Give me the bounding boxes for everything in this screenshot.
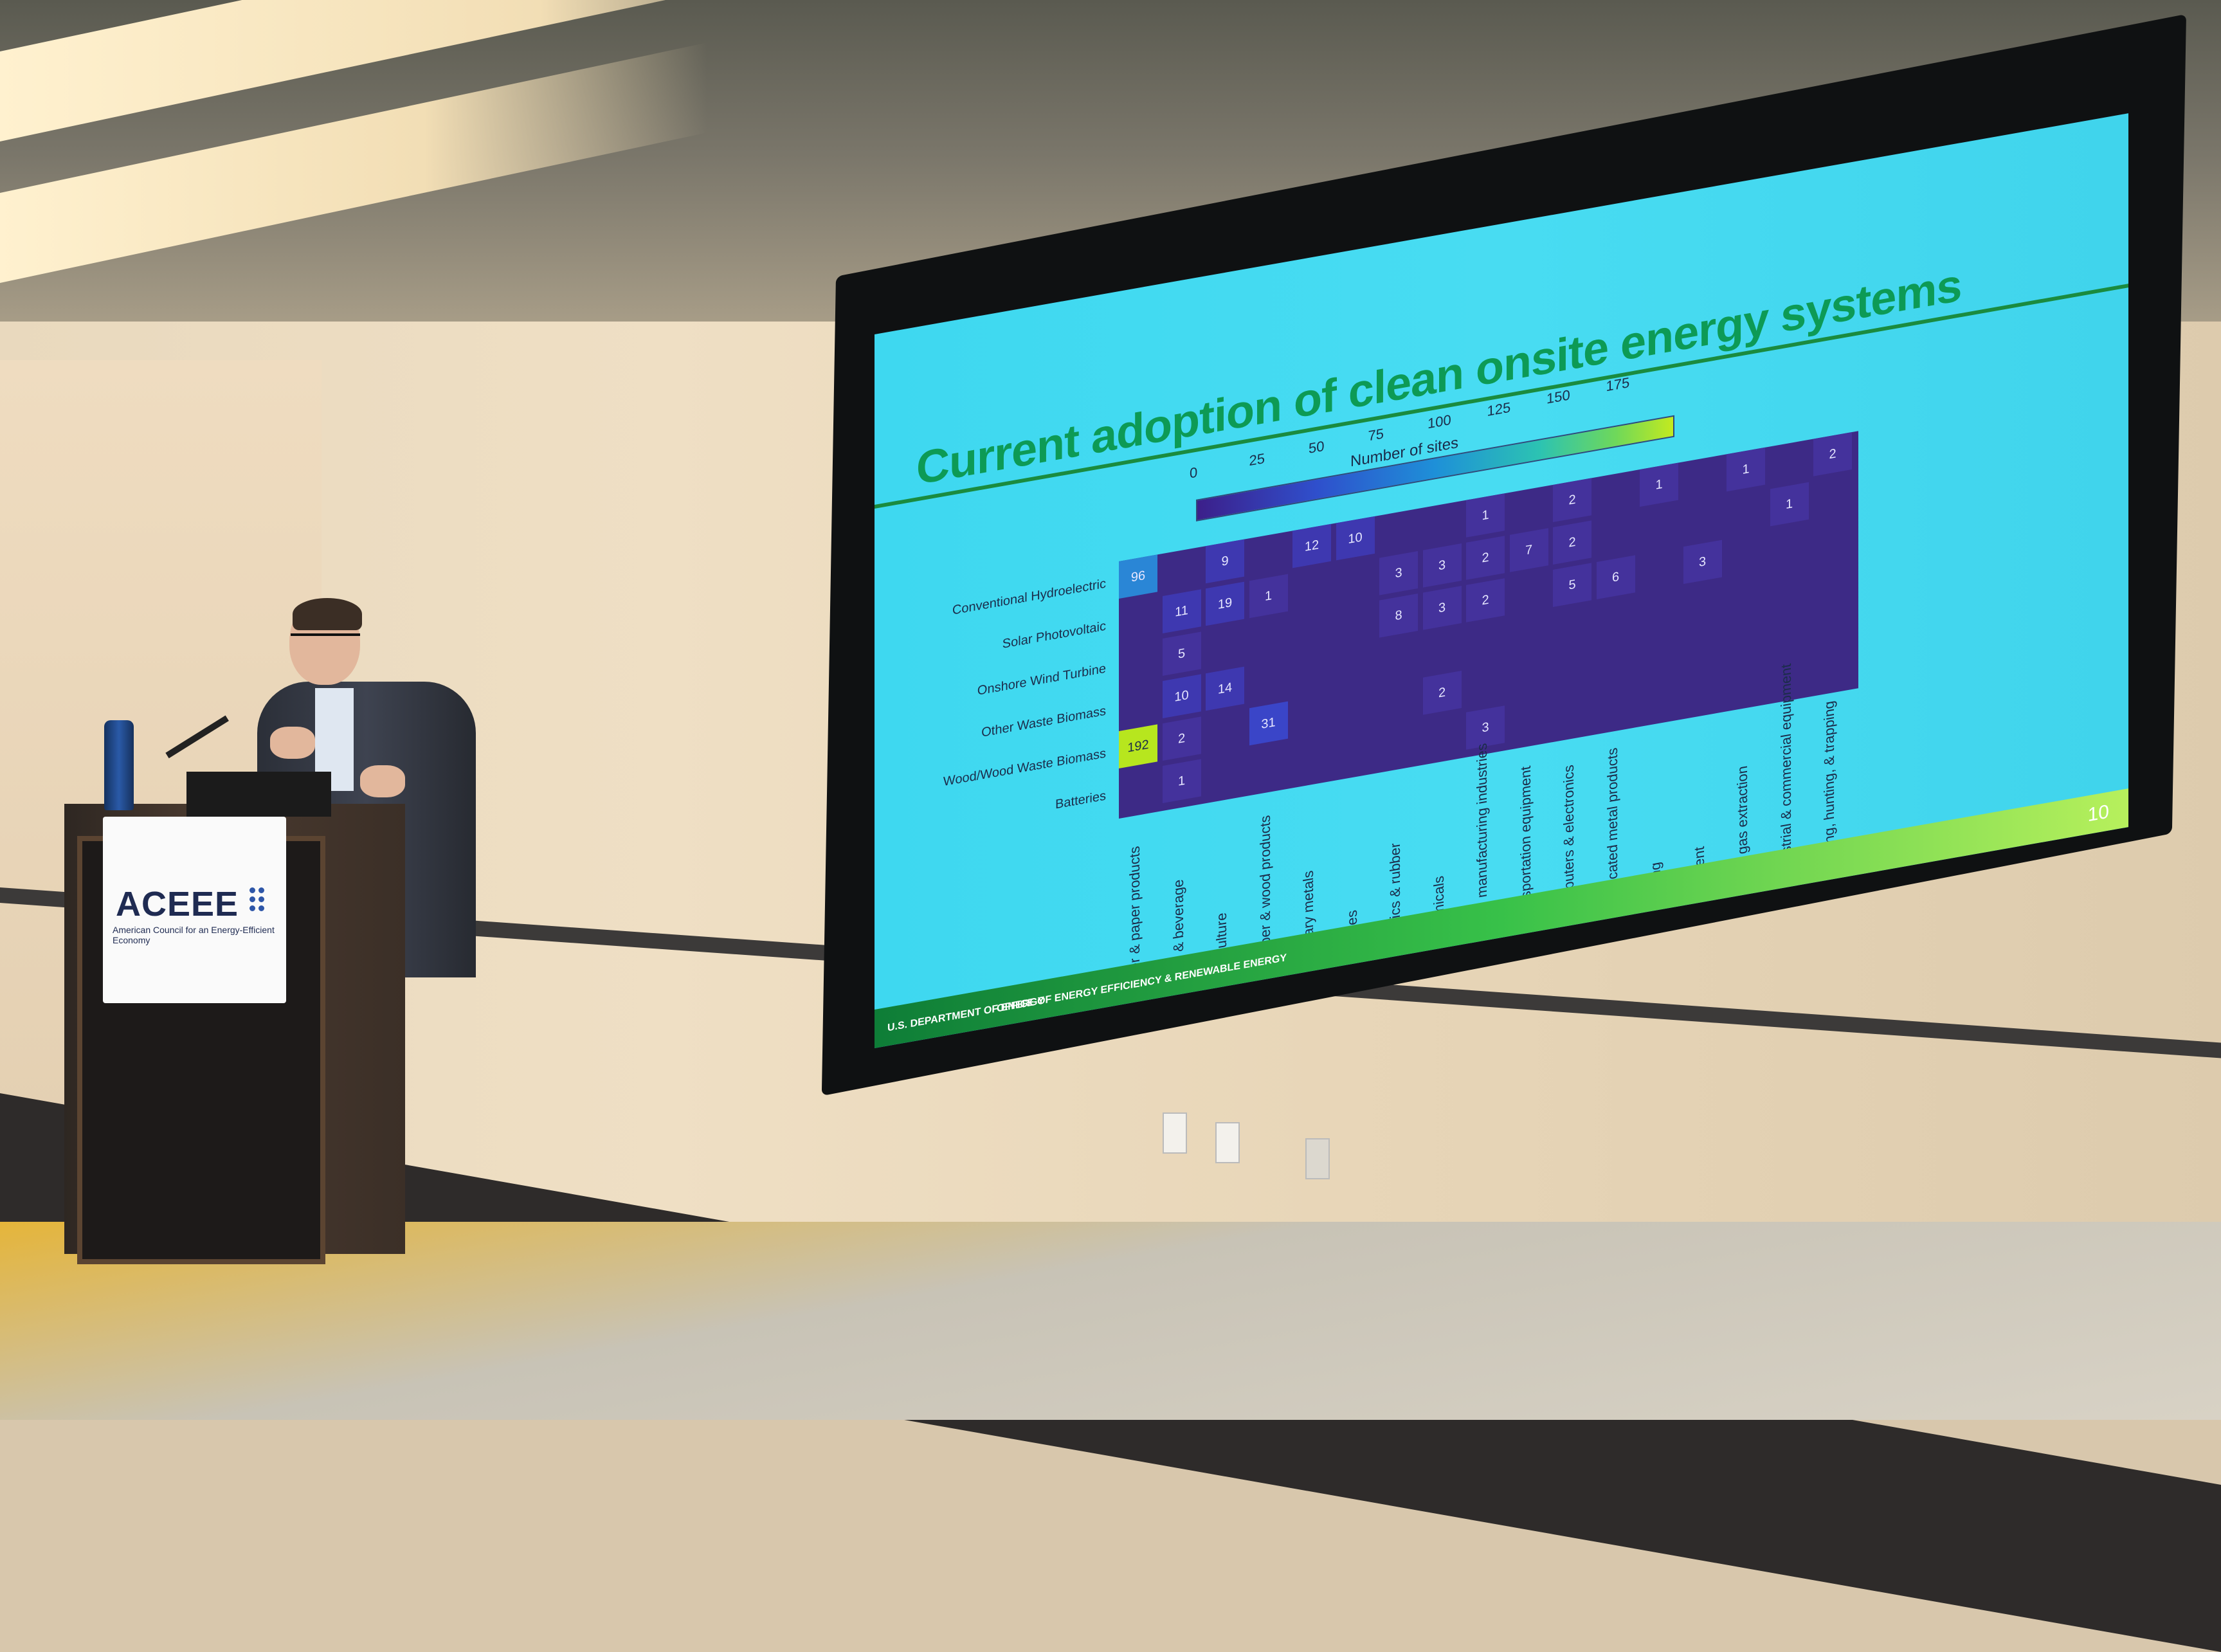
- heatmap-cell-value: 2: [1177, 731, 1186, 747]
- heatmap-cell-value: 1: [1177, 773, 1186, 789]
- heatmap-cell-value: 19: [1217, 595, 1233, 612]
- heatmap-row-label: Onshore Wind Turbine: [977, 661, 1106, 698]
- heatmap-cell-value: 1: [1482, 507, 1489, 523]
- aceee-logo-subtitle: American Council for an Energy-Efficient…: [113, 925, 275, 945]
- heatmap-cell-value: 1: [1742, 462, 1750, 478]
- wall-outlet: [1215, 1122, 1240, 1163]
- heatmap-cell-value: 12: [1304, 538, 1319, 555]
- heatmap-cell-value: 10: [1174, 687, 1189, 705]
- speaker-hair: [293, 598, 362, 630]
- heatmap-cell-value: 14: [1217, 680, 1233, 697]
- colorbar-tick: 75: [1368, 425, 1384, 444]
- speaker-hand: [270, 727, 315, 759]
- heatmap-row-label: Batteries: [1055, 788, 1106, 812]
- heatmap-cell-value: 2: [1482, 550, 1489, 566]
- colorbar-tick: 125: [1487, 399, 1511, 420]
- heatmap-cell-value: 2: [1829, 446, 1836, 462]
- heatmap-cell-value: 8: [1395, 608, 1402, 624]
- heatmap-cell-value: 3: [1395, 565, 1402, 581]
- heatmap-cell-value: 10: [1348, 530, 1363, 547]
- aceee-logo-dots-icon: [249, 887, 275, 913]
- heatmap-cell-value: 96: [1130, 568, 1146, 585]
- wall-outlet: [1163, 1112, 1187, 1154]
- heatmap-cell-value: 5: [1177, 646, 1186, 662]
- heatmap-cell-value: 1: [1655, 477, 1663, 493]
- heatmap-cell-value: 1: [1785, 496, 1793, 513]
- colorbar-tick: 150: [1546, 386, 1570, 407]
- speaker-glasses: [291, 633, 360, 649]
- title-rule: [875, 284, 2128, 509]
- heatmap-cell-value: 3: [1698, 554, 1707, 570]
- heatmap-cell-value: 192: [1127, 737, 1149, 756]
- water-bottle: [104, 720, 134, 810]
- speaker-hand: [360, 765, 405, 797]
- floor: [0, 1222, 2221, 1420]
- heatmap-cell-value: 5: [1568, 577, 1576, 593]
- heatmap-cell-value: 6: [1611, 569, 1620, 585]
- heatmap-cell-value: 11: [1175, 603, 1188, 620]
- heatmap-cell-value: 31: [1261, 715, 1276, 732]
- heatmap-row-label: Solar Photovoltaic: [1002, 619, 1106, 651]
- heatmap-cell-value: 3: [1438, 558, 1446, 574]
- heatmap-cell-value: 2: [1568, 492, 1576, 508]
- colorbar-tick: 100: [1428, 411, 1451, 432]
- heatmap-cell-value: 9: [1221, 553, 1229, 569]
- heatmap-row-label: Conventional Hydroelectric: [952, 576, 1106, 618]
- colorbar-tick: 25: [1249, 449, 1265, 469]
- wall-plate: [1305, 1138, 1330, 1179]
- page-number: 10: [2087, 801, 2109, 826]
- colorbar-tick: 0: [1190, 464, 1198, 482]
- aceee-logo-card: [103, 817, 286, 1003]
- heatmap-cell-value: 2: [1482, 592, 1489, 608]
- heatmap-row-label: Other Waste Biomass: [981, 703, 1106, 740]
- laptop: [186, 772, 331, 817]
- heatmap-cell-value: 2: [1438, 685, 1446, 701]
- heatmap-row-label: Wood/Wood Waste Biomass: [943, 746, 1106, 790]
- colorbar-tick: 175: [1606, 374, 1630, 395]
- heatmap-cell-value: 3: [1438, 600, 1446, 616]
- heatmap-cell-value: 2: [1568, 534, 1576, 550]
- heatmap-cell-value: 1: [1264, 588, 1273, 604]
- heatmap-cell-value: 7: [1525, 542, 1533, 558]
- colorbar-tick: 50: [1309, 437, 1325, 457]
- aceee-logo-text: ACEEE: [116, 885, 239, 923]
